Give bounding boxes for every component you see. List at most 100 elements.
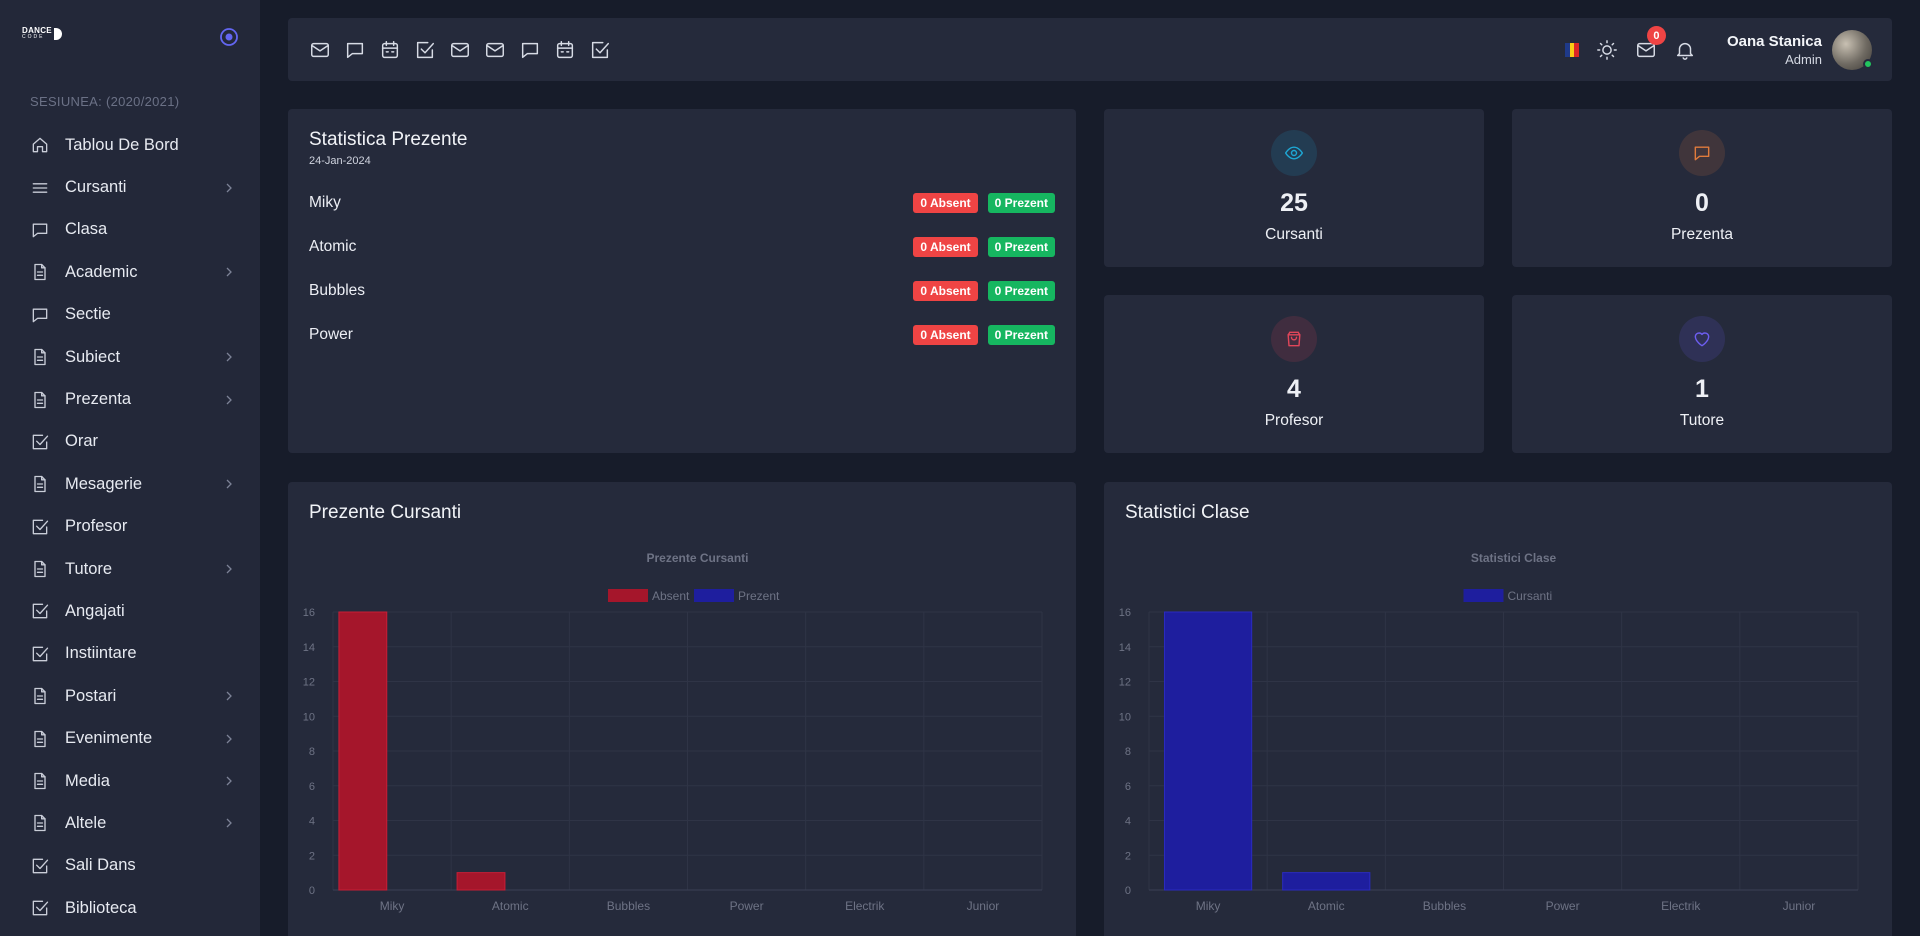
shortcut-chat-icon[interactable] <box>343 38 366 61</box>
bar-atomic-absent <box>456 872 506 891</box>
sidebar-item-altele[interactable]: Altele <box>0 802 260 844</box>
chart-title: Statistici Clase <box>1471 551 1557 565</box>
theme-toggle-icon[interactable] <box>1595 38 1619 62</box>
notifications-bell-icon[interactable] <box>1673 38 1697 62</box>
sidebar-item-prezenta[interactable]: Prezenta <box>0 378 260 420</box>
sidebar-item-sali-dans[interactable]: Sali Dans <box>0 845 260 887</box>
menu-icon <box>30 178 50 198</box>
student-attendance-chart-card: Prezente Cursanti Prezente Cursanti Absen… <box>288 482 1076 936</box>
y-tick-label: 2 <box>1125 850 1131 862</box>
present-badge: 0 Prezent <box>987 193 1055 213</box>
chevron-right-icon <box>226 479 232 489</box>
sidebar-item-cursanti[interactable]: Cursanti <box>0 166 260 208</box>
sidebar-item-label: Tutore <box>65 559 113 578</box>
stat-value: 4 <box>1287 375 1301 403</box>
shortcut-calendar-icon[interactable] <box>553 38 576 61</box>
y-tick-label: 12 <box>303 677 315 689</box>
shortcut-calendar-icon[interactable] <box>378 38 401 61</box>
sidebar-item-postari[interactable]: Postari <box>0 675 260 717</box>
sidebar-item-label: Sali Dans <box>65 856 136 875</box>
attendance-row: Miky 0 Absent 0 Prezent <box>309 192 1055 214</box>
x-tick-label: Electrik <box>1661 899 1701 913</box>
chevron-right-icon <box>226 691 232 701</box>
sidebar-item-media[interactable]: Media <box>0 760 260 802</box>
sidebar-item-biblioteca[interactable]: Biblioteca <box>0 887 260 929</box>
language-flag-icon[interactable] <box>1564 43 1579 57</box>
attendance-row: Atomic 0 Absent 0 Prezent <box>309 236 1055 258</box>
y-tick-label: 16 <box>1119 607 1131 619</box>
absent-badge: 0 Absent <box>913 237 978 257</box>
top-bar: 0 Oana Stanica Admin <box>288 18 1892 81</box>
sidebar-item-label: Media <box>65 771 110 790</box>
stat-value: 25 <box>1280 189 1308 217</box>
shortcut-mail-icon[interactable] <box>483 38 506 61</box>
sidebar-item-angajati[interactable]: Angajati <box>0 590 260 632</box>
messages-mail-icon[interactable]: 0 <box>1634 26 1666 62</box>
attendance-statistics-card: Statistica Prezente 24-Jan-2024 Miky 0 Ab… <box>288 109 1076 453</box>
sidebar-item-label: Evenimente <box>65 729 153 748</box>
sidebar-item-orar[interactable]: Orar <box>0 421 260 463</box>
sidebar-item-subiect[interactable]: Subiect <box>0 336 260 378</box>
y-tick-label: 2 <box>309 850 315 862</box>
y-tick-label: 6 <box>1125 781 1131 793</box>
sidebar-item-academic[interactable]: Academic <box>0 251 260 293</box>
x-tick-label: Electrik <box>845 899 885 913</box>
class-chart-card-title: Statistici Clase <box>1125 502 1250 523</box>
user-name: Oana Stanica <box>1726 33 1822 50</box>
legend-label: Prezent <box>738 589 780 603</box>
y-tick-label: 4 <box>309 816 315 828</box>
sidebar-item-mesagerie[interactable]: Mesagerie <box>0 463 260 505</box>
sidebar-item-profesor[interactable]: Profesor <box>0 506 260 548</box>
absent-badge: 0 Absent <box>913 193 978 213</box>
shortcut-checkbox-icon[interactable] <box>588 38 611 61</box>
sidebar-toggle-icon[interactable] <box>219 27 239 47</box>
x-tick-label: Bubbles <box>1423 899 1466 913</box>
sidebar-item-label: Orar <box>65 432 98 451</box>
x-tick-label: Miky <box>1196 899 1221 913</box>
sidebar-item-tablou-de-bord[interactable]: Tablou De Bord <box>0 124 260 166</box>
chevron-right-icon <box>226 818 232 828</box>
shortcut-mail-icon[interactable] <box>448 38 471 61</box>
legend-swatch <box>694 589 734 602</box>
user-info[interactable]: Oana Stanica Admin <box>1727 33 1822 67</box>
sidebar-item-instiintare[interactable]: Instiintare <box>0 633 260 675</box>
y-tick-label: 10 <box>1119 711 1131 723</box>
stat-value: 1 <box>1695 375 1709 403</box>
present-badge: 0 Prezent <box>987 281 1055 301</box>
legend-swatch <box>608 589 648 602</box>
shortcut-mail-icon[interactable] <box>308 38 331 61</box>
class-bar-chart: Statistici Clase Cursanti 0 2 4 6 8 10 12 14 16 Mik… <box>1119 551 1859 913</box>
bar-miky-cursanti <box>1163 611 1253 891</box>
present-badge: 0 Prezent <box>987 325 1055 345</box>
sidebar-item-label: Tablou De Bord <box>65 135 179 154</box>
sidebar-item-label: Mesagerie <box>65 474 143 493</box>
y-tick-label: 4 <box>1125 816 1131 828</box>
avatar[interactable] <box>1832 30 1873 70</box>
attendance-bar-chart: Prezente Cursanti Absent Prezent 0 2 4 6 8 10 12 1… <box>303 551 1043 913</box>
class-name: Miky <box>309 194 341 211</box>
present-badge: 0 Prezent <box>987 237 1055 257</box>
shortcut-chat-icon[interactable] <box>518 38 541 61</box>
sidebar-item-label: Academic <box>65 262 138 281</box>
sidebar-item-evenimente[interactable]: Evenimente <box>0 717 260 759</box>
sidebar-item-label: Biblioteca <box>65 898 137 917</box>
x-tick-label: Miky <box>380 899 405 913</box>
sidebar-item-clasa[interactable]: Clasa <box>0 209 260 251</box>
chevron-right-icon <box>226 776 232 786</box>
logo[interactable]: DANCE CODE <box>22 27 62 41</box>
document-icon <box>30 686 50 706</box>
logo-main: DANCE <box>22 26 52 35</box>
attendance-row: Power 0 Absent 0 Prezent <box>309 324 1055 346</box>
sidebar-item-tutore[interactable]: Tutore <box>0 548 260 590</box>
bar-miky-absent <box>338 611 388 891</box>
sidebar-item-label: Prezenta <box>65 390 132 409</box>
mail-count-badge: 0 <box>1646 26 1666 45</box>
document-icon <box>30 729 50 749</box>
checkbox-icon <box>30 601 50 621</box>
shortcut-checkbox-icon[interactable] <box>413 38 436 61</box>
document-icon <box>30 559 50 579</box>
sidebar-item-sectie[interactable]: Sectie <box>0 294 260 336</box>
stat-label: Tutore <box>1679 412 1725 429</box>
shortcut-icons <box>308 38 611 61</box>
x-tick-label: Junior <box>967 899 1000 913</box>
